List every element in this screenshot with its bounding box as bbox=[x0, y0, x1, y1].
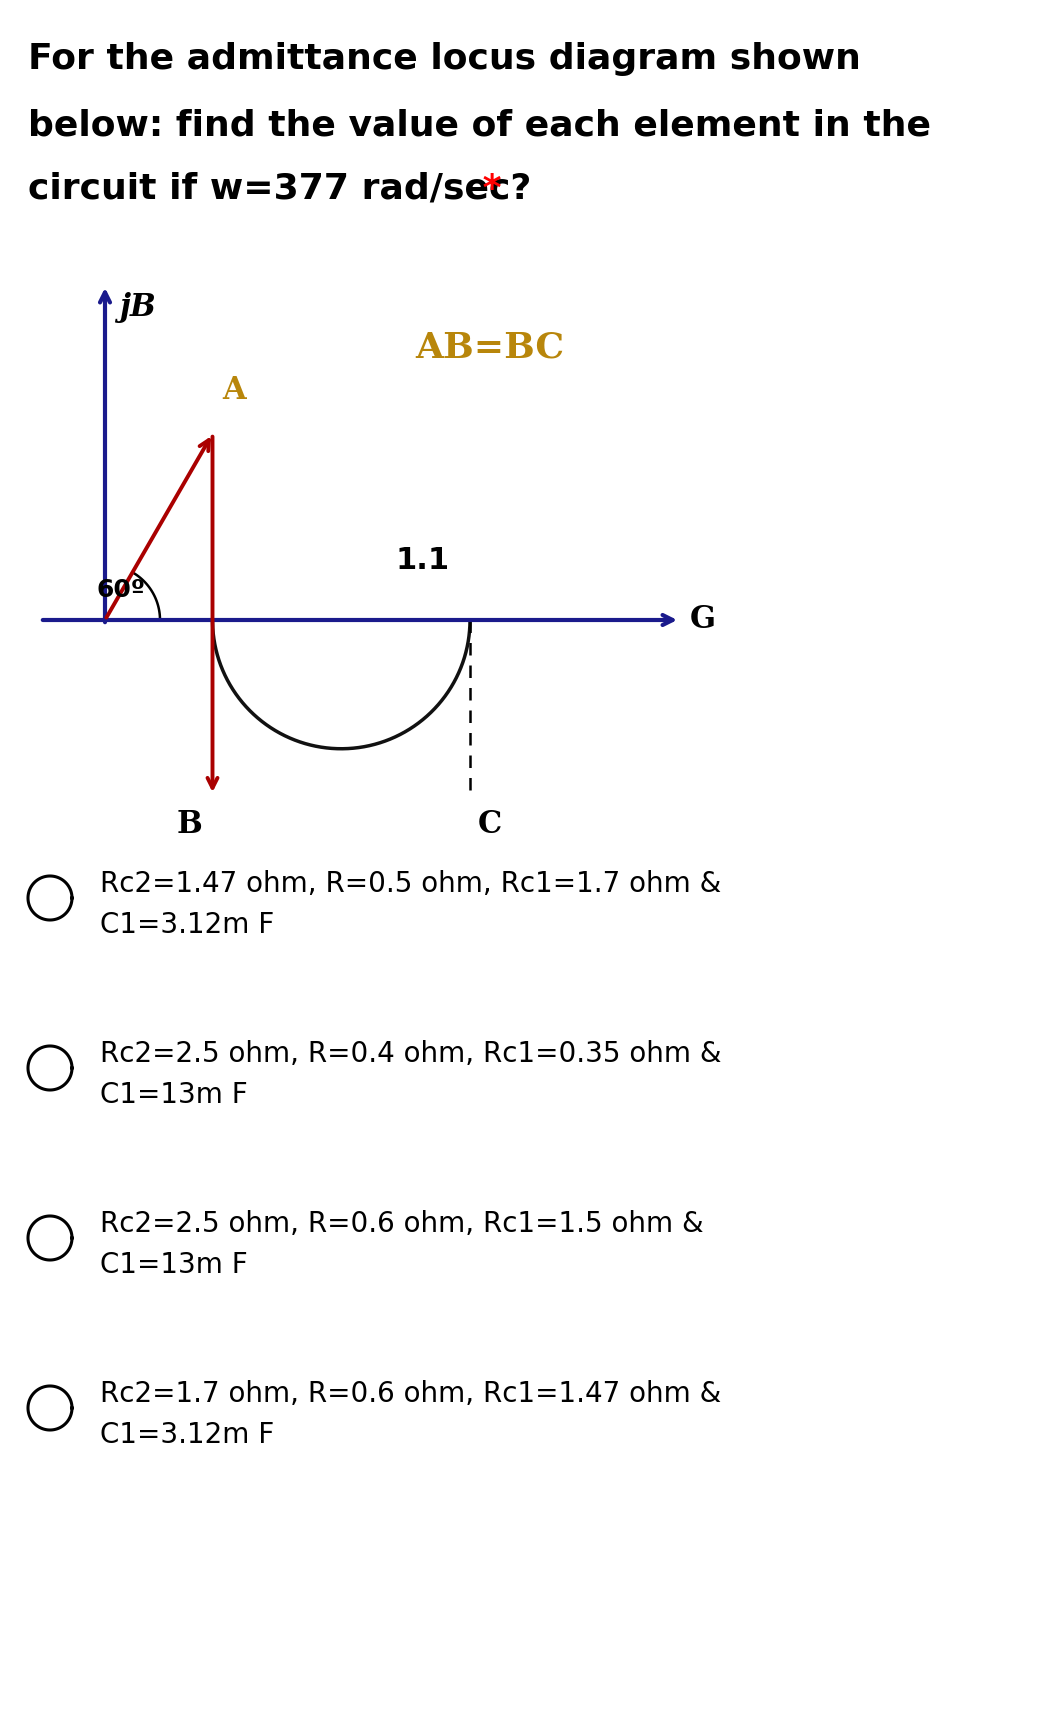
Text: Rc2=2.5 ohm, R=0.4 ohm, Rc1=0.35 ohm &
C1=13m F: Rc2=2.5 ohm, R=0.4 ohm, Rc1=0.35 ohm & C… bbox=[100, 1040, 721, 1109]
Text: jB: jB bbox=[119, 292, 155, 323]
Text: 1.1: 1.1 bbox=[396, 547, 450, 574]
Text: G: G bbox=[690, 604, 716, 635]
Text: below: find the value of each element in the: below: find the value of each element in… bbox=[29, 109, 931, 141]
Text: Rc2=2.5 ohm, R=0.6 ohm, Rc1=1.5 ohm &
C1=13m F: Rc2=2.5 ohm, R=0.6 ohm, Rc1=1.5 ohm & C1… bbox=[100, 1209, 703, 1280]
Text: 60º: 60º bbox=[97, 578, 146, 602]
Text: Rc2=1.7 ohm, R=0.6 ohm, Rc1=1.47 ohm &
C1=3.12m F: Rc2=1.7 ohm, R=0.6 ohm, Rc1=1.47 ohm & C… bbox=[100, 1380, 721, 1449]
Text: AB=BC: AB=BC bbox=[415, 329, 565, 364]
Text: B: B bbox=[176, 809, 203, 840]
Text: circuit if w=377 rad/sec?: circuit if w=377 rad/sec? bbox=[29, 172, 531, 205]
Text: A: A bbox=[223, 374, 246, 405]
Text: C: C bbox=[478, 809, 503, 840]
Text: Rc2=1.47 ohm, R=0.5 ohm, Rc1=1.7 ohm &
C1=3.12m F: Rc2=1.47 ohm, R=0.5 ohm, Rc1=1.7 ohm & C… bbox=[100, 869, 721, 938]
Text: For the admittance locus diagram shown: For the admittance locus diagram shown bbox=[29, 41, 861, 76]
Text: *: * bbox=[471, 172, 502, 205]
